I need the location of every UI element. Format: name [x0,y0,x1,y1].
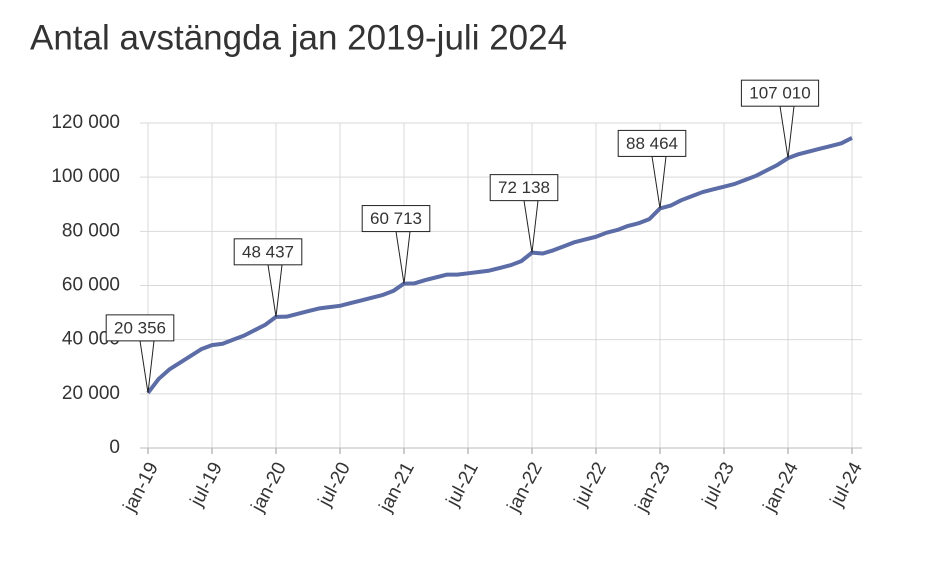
callout-box [617,129,687,157]
callout-pointer [651,155,667,209]
callout-pointer [779,105,795,159]
callout-box [233,238,303,266]
value-label: 48 437 [242,242,294,261]
x-tick-label: jul-21 [442,459,483,511]
callout-pointer [395,231,411,284]
x-tick-label: jul-20 [314,459,355,511]
y-tick-label: 20 000 [62,383,120,404]
x-tick-label: jul-19 [186,459,227,511]
x-tick-label: jul-24 [826,458,867,510]
value-label: 60 713 [370,209,422,228]
x-tick-label: jan-20 [247,459,291,516]
y-tick-label: 40 000 [62,329,120,350]
line [146,136,853,395]
chart-title: Antal avstängda jan 2019-juli 2024 [30,18,567,57]
callout-box [361,205,431,233]
x-tick-label: jul-23 [698,459,739,511]
y-tick-label: 60 000 [62,275,120,296]
value-label: 88 464 [626,134,678,153]
x-tick-label: jan-23 [631,459,675,516]
x-tick-label: jan-24 [759,458,803,516]
value-label: 107 010 [749,84,810,103]
callout-pointer [267,264,283,317]
x-tick-label: jul-22 [570,459,611,511]
x-tick-label: jan-22 [503,459,547,516]
callout-pointer [523,200,539,253]
value-label: 72 138 [498,178,550,197]
y-tick-label: 0 [109,437,120,458]
callout-box [740,79,820,107]
y-tick-label: 100 000 [51,166,120,187]
value-label: 20 356 [114,318,166,337]
y-tick-label: 80 000 [62,220,120,241]
callout-box [105,314,175,342]
x-tick-label: jan-21 [375,459,419,516]
callout-box [489,174,559,202]
y-tick-label: 120 000 [51,112,120,133]
x-tick-label: jan-19 [119,459,163,516]
